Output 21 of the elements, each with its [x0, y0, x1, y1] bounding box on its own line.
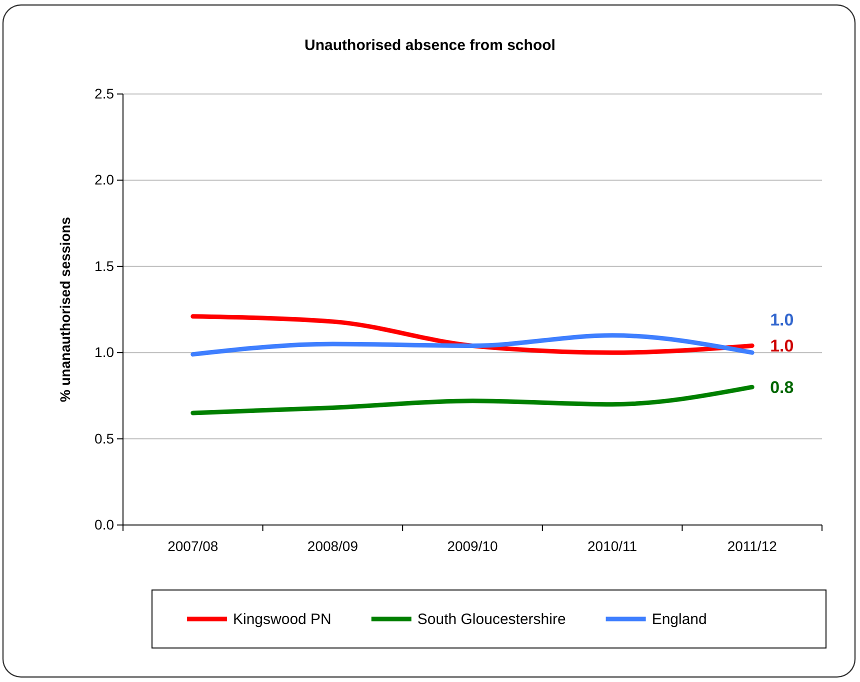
- y-tick-label: 2.0: [94, 172, 114, 188]
- x-tick-label: 2009/10: [447, 538, 498, 554]
- y-tick-label: 2.5: [94, 85, 114, 102]
- chart-title: Unauthorised absence from school: [304, 37, 556, 54]
- data-label: 0.8: [770, 378, 794, 398]
- data-label: 1.0: [770, 310, 794, 330]
- legend-label: England: [652, 611, 707, 628]
- y-tick-label: 0.0: [94, 516, 114, 532]
- x-tick-label: 2011/12: [727, 538, 778, 554]
- y-tick-label: 1.5: [94, 258, 114, 274]
- y-axis-title: % unanauthorised sessions: [57, 216, 73, 402]
- legend-label: South Gloucestershire: [417, 611, 566, 628]
- legend-label: Kingswood PN: [233, 611, 332, 628]
- x-tick-label: 2008/09: [307, 538, 358, 554]
- y-tick-label: 1.0: [94, 344, 114, 360]
- y-tick-label: 0.5: [94, 430, 114, 446]
- x-tick-label: 2007/08: [168, 538, 218, 554]
- x-tick-label: 2010/11: [588, 538, 638, 554]
- data-label: 1.0: [770, 336, 794, 356]
- line-series: [190, 384, 754, 416]
- line-series: [190, 333, 754, 357]
